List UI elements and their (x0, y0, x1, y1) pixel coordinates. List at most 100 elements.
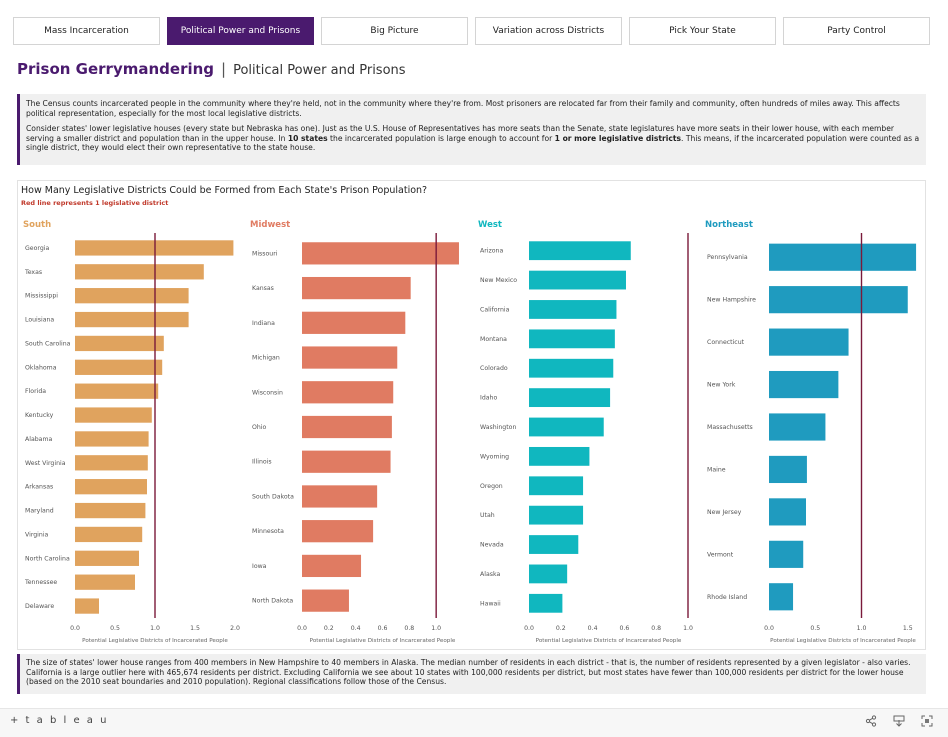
bar-kentucky (75, 407, 152, 423)
bar-minnesota (302, 520, 374, 543)
bar-idaho (529, 388, 611, 408)
bar-iowa (302, 554, 362, 578)
tick-label-midwest: 0.4 (351, 625, 361, 632)
bottom-paragraph: The size of states' lower house ranges f… (26, 658, 911, 687)
state-label-north-dakota: North Dakota (252, 598, 293, 605)
state-label-california: California (480, 306, 510, 313)
state-label-hawaii: Hawaii (480, 600, 501, 607)
state-label-iowa: Iowa (252, 563, 267, 570)
tick-label-south: 1.5 (190, 625, 200, 632)
state-label-arkansas: Arkansas (25, 484, 53, 491)
bar-maryland (75, 502, 146, 519)
axis-label-west: Potential Legislative Districts of Incar… (536, 638, 682, 644)
tick-label-midwest: 1.0 (431, 625, 441, 632)
bar-indiana (302, 311, 406, 334)
state-label-new-jersey: New Jersey (707, 509, 742, 516)
tab-big-picture[interactable]: Big Picture (321, 17, 468, 45)
state-label-washington: Washington (480, 424, 516, 431)
state-label-connecticut: Connecticut (707, 339, 745, 346)
bar-south-carolina (75, 335, 164, 352)
tick-label-south: 1.0 (150, 625, 160, 632)
state-label-maine: Maine (707, 466, 726, 473)
tab-variation-across-districts[interactable]: Variation across Districts (475, 17, 622, 45)
region-title-south: South (23, 220, 51, 230)
bar-charts-svg: South Georgia Texas Mississippi Louisiana Sou… (23, 220, 916, 644)
page-title: Prison Gerrymandering (17, 60, 215, 78)
bar-oklahoma (75, 359, 163, 375)
tick-label-west: 0.2 (556, 625, 566, 632)
state-label-virginia: Virginia (25, 531, 49, 538)
state-label-mississippi: Mississippi (25, 293, 58, 300)
state-label-montana: Montana (480, 336, 507, 343)
bar-connecticut (769, 328, 849, 356)
bar-missouri (302, 242, 459, 265)
state-label-minnesota: Minnesota (252, 528, 284, 535)
bar-louisiana (75, 311, 189, 328)
bar-mississippi (75, 288, 189, 304)
state-label-west-virginia: West Virginia (25, 460, 66, 467)
bar-alaska (529, 564, 568, 584)
tick-label-northeast: 1.0 (857, 625, 867, 632)
bar-georgia (75, 240, 234, 256)
bar-ohio (302, 415, 392, 439)
tab-mass-incarceration[interactable]: Mass Incarceration (13, 17, 160, 45)
bar-kansas (302, 276, 411, 300)
axis-label-northeast: Potential Legislative Districts of Incar… (770, 638, 916, 644)
state-label-pennsylvania: Pennsylvania (707, 254, 748, 261)
tableau-logo[interactable]: + t a b l e a u (10, 715, 109, 726)
title-separator: | (221, 60, 227, 78)
tab-political-power-and-prisons[interactable]: Political Power and Prisons (167, 17, 314, 45)
bar-alabama (75, 431, 149, 447)
region-title-west: West (478, 220, 502, 230)
state-label-south-carolina: South Carolina (25, 340, 71, 347)
bar-hawaii (529, 593, 563, 613)
bar-rhode-island (769, 583, 794, 611)
tab-bar: Mass Incarceration Political Power and P… (13, 17, 930, 45)
bar-utah (529, 505, 584, 525)
state-label-tennessee: Tennessee (24, 579, 57, 586)
bar-colorado (529, 358, 614, 378)
state-label-ohio: Ohio (252, 424, 267, 431)
tick-label-south: 2.0 (230, 625, 240, 632)
bar-vermont (769, 540, 804, 568)
state-label-wyoming: Wyoming (480, 453, 509, 460)
bar-south-dakota (302, 485, 378, 508)
state-label-illinois: Illinois (252, 459, 272, 466)
state-label-kansas: Kansas (252, 285, 274, 292)
state-label-new-york: New York (707, 382, 736, 389)
bar-maine (769, 455, 807, 484)
chart-title: How Many Legislative Districts Could be … (21, 185, 428, 196)
bar-west-virginia (75, 455, 148, 471)
state-label-alabama: Alabama (25, 436, 52, 443)
state-label-missouri: Missouri (252, 250, 278, 257)
state-label-vermont: Vermont (707, 551, 734, 558)
tick-label-northeast: 0.5 (810, 625, 820, 632)
state-label-south-dakota: South Dakota (252, 493, 294, 500)
state-label-wisconsin: Wisconsin (252, 389, 283, 396)
tab-pick-your-state[interactable]: Pick Your State (629, 17, 776, 45)
tick-label-midwest: 0.2 (324, 625, 334, 632)
intro-highlight-districts: 1 or more legislative districts (554, 133, 682, 143)
bar-florida (75, 383, 159, 399)
state-label-florida: Florida (25, 388, 46, 395)
fullscreen-icon[interactable] (920, 714, 934, 728)
state-label-georgia: Georgia (25, 245, 49, 252)
share-icon[interactable] (864, 714, 878, 728)
region-title-northeast: Northeast (705, 220, 753, 230)
tick-label-midwest: 0.0 (297, 625, 307, 632)
state-label-north-carolina: North Carolina (25, 555, 70, 562)
axis-label-south: Potential Legislative Districts of Incar… (82, 638, 228, 644)
tick-label-west: 0.8 (651, 625, 661, 632)
bar-texas (75, 264, 204, 280)
download-icon[interactable] (892, 714, 906, 728)
intro-highlight-count: 10 states (287, 133, 328, 143)
tick-label-south: 0.0 (70, 625, 80, 632)
state-label-rhode-island: Rhode Island (707, 594, 747, 601)
bar-new-hampshire (769, 286, 908, 314)
state-label-kentucky: Kentucky (25, 412, 54, 419)
region-title-midwest: Midwest (250, 220, 290, 230)
tick-label-northeast: 0.0 (764, 625, 774, 632)
bar-wisconsin (302, 381, 394, 404)
tab-party-control[interactable]: Party Control (783, 17, 930, 45)
tick-label-midwest: 0.6 (378, 625, 388, 632)
